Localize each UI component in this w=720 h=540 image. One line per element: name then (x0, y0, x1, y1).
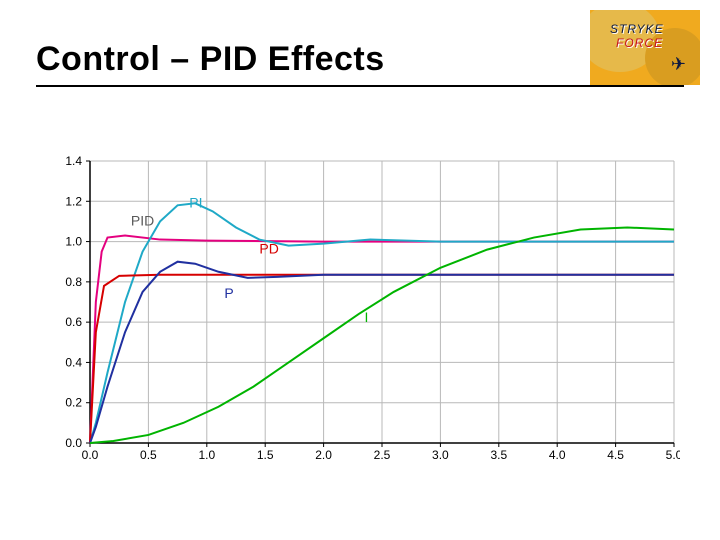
page-title: Control – PID Effects (36, 40, 385, 78)
y-tick-label: 0.4 (65, 355, 82, 369)
y-tick-label: 0.2 (65, 396, 82, 410)
y-tick-label: 0.0 (65, 436, 82, 450)
y-tick-label: 1.2 (65, 194, 82, 208)
x-tick-label: 3.5 (490, 448, 507, 462)
series-label-pi: PI (189, 194, 202, 210)
series-label-p: P (224, 285, 233, 301)
logo-text-line1: STRYKE (610, 22, 664, 36)
title-bar: Control – PID Effects (36, 40, 684, 87)
x-tick-label: 2.0 (315, 448, 332, 462)
x-tick-label: 4.0 (549, 448, 566, 462)
x-tick-label: 1.0 (198, 448, 215, 462)
x-tick-label: 0.5 (140, 448, 157, 462)
x-tick-label: 2.5 (374, 448, 391, 462)
y-tick-label: 1.4 (65, 155, 82, 168)
series-label-pd: PD (259, 241, 278, 257)
x-tick-label: 1.5 (257, 448, 274, 462)
chart-svg: 0.0 0.2 0.4 0.6 0.8 1.0 1.2 1.4 0.0 0.5 1.0 1.5 2.0 2… (60, 155, 680, 465)
x-tick-label: 4.5 (607, 448, 624, 462)
pid-effects-chart: 0.0 0.2 0.4 0.6 0.8 1.0 1.2 1.4 0.0 0.5 1.0 1.5 2.0 2… (60, 155, 680, 465)
series-label-pid: PID (131, 212, 154, 228)
y-tick-label: 1.0 (65, 235, 82, 249)
y-tick-label: 0.8 (65, 275, 82, 289)
x-tick-label: 5.0 (666, 448, 680, 462)
series-label-i: I (364, 309, 368, 325)
x-tick-label: 3.0 (432, 448, 449, 462)
x-tick-label: 0.0 (82, 448, 99, 462)
slide: STRYKE FORCE ✈ Control – PID Effects 0.0… (0, 0, 720, 540)
y-tick-label: 0.6 (65, 315, 82, 329)
